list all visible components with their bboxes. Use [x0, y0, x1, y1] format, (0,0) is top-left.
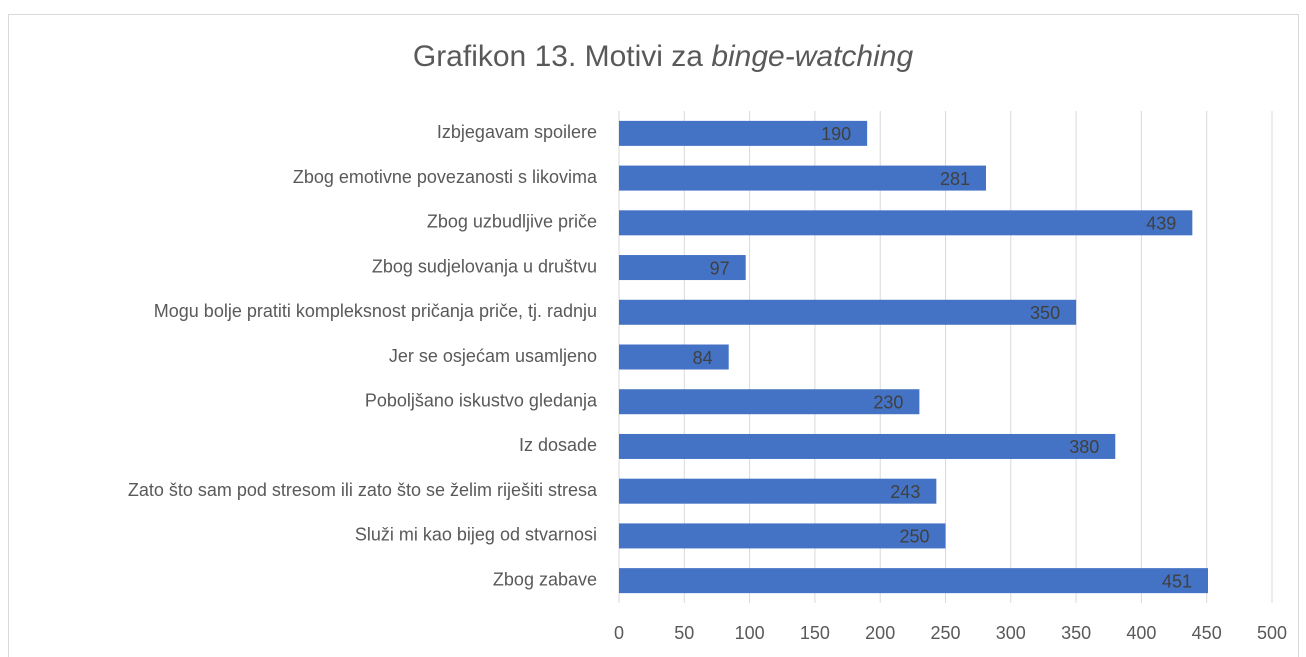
- y-tick-label: Služi mi kao bijeg od stvarnosi: [355, 525, 597, 545]
- bar: [619, 210, 1193, 236]
- bar: [619, 255, 746, 281]
- y-tick-label: Mogu bolje pratiti kompleksnost pričanja…: [154, 301, 597, 321]
- y-tick-label: Poboljšano iskustvo gledanja: [365, 390, 598, 410]
- x-tick-label: 200: [865, 623, 895, 643]
- data-label: 230: [873, 392, 903, 412]
- y-tick-label: Izbjegavam spoilere: [437, 122, 597, 142]
- data-label: 451: [1162, 571, 1192, 591]
- x-tick-label: 50: [674, 623, 694, 643]
- chart-title: Grafikon 13. Motivi za binge-watching: [413, 40, 914, 73]
- data-label: 439: [1146, 214, 1176, 234]
- data-label: 250: [899, 527, 929, 547]
- bar: [619, 299, 1077, 325]
- data-label: 190: [821, 124, 851, 144]
- bar: [619, 478, 937, 504]
- x-tick-label: 500: [1257, 623, 1287, 643]
- data-label: 350: [1030, 303, 1060, 323]
- bar: [619, 389, 920, 415]
- y-tick-label: Jer se osjećam usamljeno: [389, 346, 597, 366]
- data-label: 243: [890, 482, 920, 502]
- y-tick-label: Iz dosade: [519, 435, 597, 455]
- x-tick-label: 100: [735, 623, 765, 643]
- data-label: 97: [710, 258, 730, 278]
- x-tick-label: 350: [1061, 623, 1091, 643]
- x-tick-label: 400: [1126, 623, 1156, 643]
- y-tick-label: Zato što sam pod stresom ili zato što se…: [128, 480, 598, 500]
- y-tick-label: Zbog sudjelovanja u društvu: [372, 256, 597, 276]
- x-tick-label: 0: [614, 623, 624, 643]
- bar: [619, 165, 986, 191]
- bar: [619, 433, 1116, 459]
- title-text: Grafikon 13. Motivi za: [413, 40, 703, 73]
- bar: [619, 344, 729, 370]
- y-tick-label: Zbog zabave: [493, 569, 597, 589]
- y-tick-label: Zbog emotivne povezanosti s likovima: [293, 167, 598, 187]
- x-tick-label: 450: [1192, 623, 1222, 643]
- x-tick-label: 250: [930, 623, 960, 643]
- x-tick-label: 300: [996, 623, 1026, 643]
- x-tick-label: 150: [800, 623, 830, 643]
- chart-frame: [8, 14, 1299, 657]
- data-label: 281: [940, 169, 970, 189]
- bar: [619, 523, 946, 549]
- title-emphasis: binge-watching: [711, 40, 913, 73]
- data-label: 380: [1069, 437, 1099, 457]
- y-tick-label: Zbog uzbudljive priče: [427, 212, 597, 232]
- bar: [619, 568, 1209, 594]
- data-label: 84: [693, 348, 713, 368]
- bar: [619, 120, 868, 146]
